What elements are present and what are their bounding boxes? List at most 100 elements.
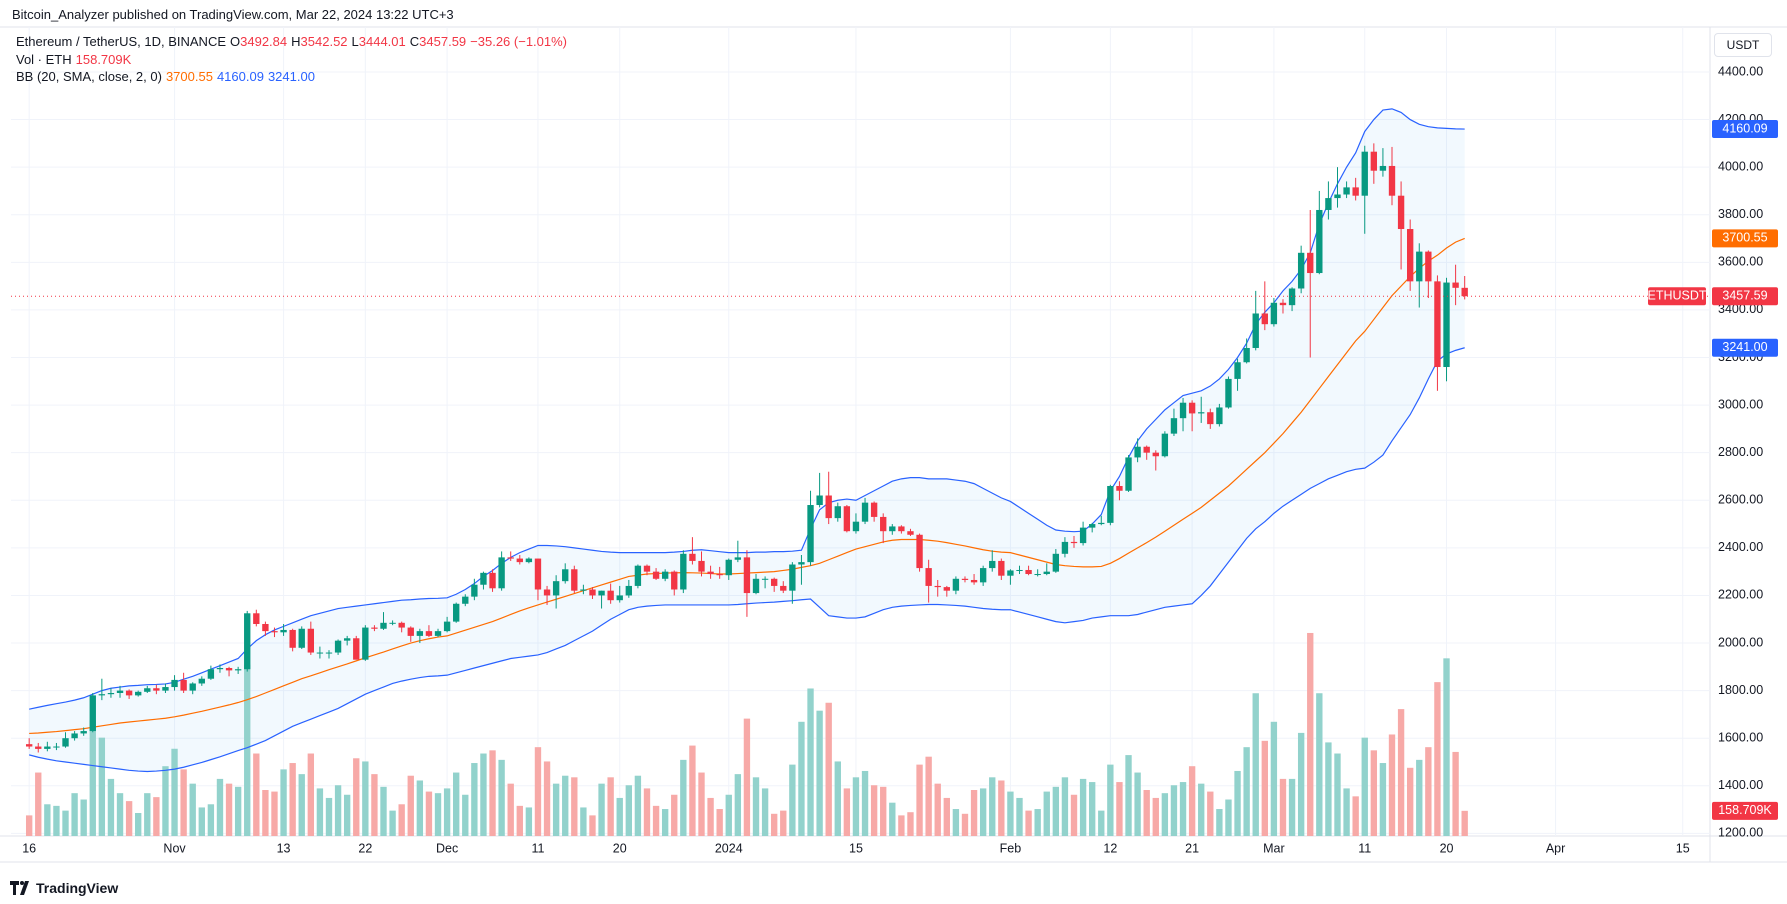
candle-body bbox=[961, 578, 969, 580]
candle-body bbox=[334, 640, 342, 653]
volume-bar bbox=[716, 809, 723, 836]
volume-bar bbox=[1406, 767, 1414, 836]
volume-bar bbox=[1152, 797, 1159, 836]
candle-body bbox=[725, 559, 732, 576]
candle-body bbox=[1261, 313, 1268, 325]
volume-bar bbox=[389, 810, 396, 836]
candle-body bbox=[789, 564, 796, 591]
candle-body bbox=[543, 589, 551, 596]
candle-body bbox=[489, 572, 496, 589]
volume-bar bbox=[189, 783, 196, 836]
candle-body bbox=[634, 565, 642, 586]
candle-body bbox=[53, 746, 60, 748]
candle-body bbox=[1216, 407, 1223, 425]
symbol-tag-bg bbox=[1648, 287, 1706, 306]
candle-body bbox=[280, 629, 287, 633]
volume-bar bbox=[1352, 796, 1359, 836]
candle-body bbox=[680, 553, 687, 590]
volume-bar bbox=[552, 783, 560, 836]
candle-body bbox=[880, 516, 887, 532]
indicator-name: BB (20, SMA, close, 2, 0) bbox=[16, 69, 162, 84]
candle-body bbox=[425, 631, 433, 636]
candle-body bbox=[698, 560, 705, 572]
volume-bar bbox=[543, 761, 551, 836]
symbol-tag: ETHUSDT bbox=[1647, 289, 1706, 303]
candle-body bbox=[289, 629, 296, 648]
candle-body bbox=[480, 572, 487, 585]
candle-body bbox=[979, 568, 987, 583]
volume-bar bbox=[1052, 786, 1060, 836]
band-tag: 4160.09 bbox=[1722, 121, 1767, 135]
candle-body bbox=[1061, 541, 1069, 554]
candle-body bbox=[262, 623, 269, 632]
volume-bar bbox=[1007, 791, 1014, 836]
volume-bar bbox=[707, 797, 714, 836]
volume-bar bbox=[71, 793, 78, 836]
volume-bar bbox=[144, 793, 151, 836]
candle-body bbox=[398, 622, 405, 628]
volume-bar bbox=[371, 774, 378, 836]
candle-body bbox=[80, 731, 87, 734]
candle-body bbox=[171, 679, 178, 688]
volume-bar bbox=[1270, 721, 1278, 836]
candle-body bbox=[1452, 282, 1459, 288]
candle-body bbox=[1179, 402, 1187, 419]
ohlc-key: H bbox=[291, 34, 301, 49]
candle-body bbox=[389, 622, 396, 624]
volume-bar bbox=[761, 788, 769, 836]
volume-bar bbox=[780, 810, 787, 836]
volume-bar bbox=[125, 801, 133, 836]
candle-body bbox=[1116, 485, 1123, 491]
logo-text: TradingView bbox=[36, 880, 119, 896]
x-tick-label: 15 bbox=[1676, 841, 1690, 855]
candle-body bbox=[125, 690, 133, 696]
candle-body bbox=[353, 638, 360, 660]
volume-bar bbox=[680, 759, 687, 836]
volume-bar bbox=[625, 785, 632, 836]
volume-bar bbox=[925, 756, 932, 836]
ohlc-value: 3542.52 bbox=[300, 34, 348, 49]
volume-bar bbox=[534, 747, 542, 836]
indicator-value: 4160.09 bbox=[216, 69, 264, 84]
band-tag-bg bbox=[1712, 120, 1778, 139]
candle-body bbox=[952, 578, 960, 591]
volume-bar bbox=[1461, 810, 1468, 836]
legend-row: BB (20, SMA, close, 2, 0) 3700.55 4160.09 3… bbox=[16, 68, 571, 86]
volume-bar bbox=[1370, 750, 1378, 836]
currency-button[interactable]: USDT bbox=[1714, 33, 1772, 57]
candle-body bbox=[1016, 569, 1023, 571]
candle-body bbox=[743, 557, 751, 594]
volume-bar bbox=[380, 786, 387, 836]
candle-body bbox=[1170, 418, 1178, 434]
volume-bar bbox=[1179, 782, 1187, 836]
volume-bar bbox=[516, 805, 523, 836]
volume-bar bbox=[580, 807, 587, 836]
volume-bar bbox=[98, 737, 106, 836]
candle-body bbox=[689, 553, 696, 561]
volume-bar bbox=[416, 780, 424, 836]
volume-bar bbox=[1325, 742, 1332, 836]
candle-body bbox=[1288, 288, 1296, 306]
candle-body bbox=[1225, 378, 1232, 408]
volume-bar bbox=[880, 786, 887, 836]
candle-body bbox=[1007, 570, 1014, 576]
x-tick-label: 15 bbox=[849, 841, 863, 855]
volume-bar bbox=[171, 748, 178, 836]
volume-bar bbox=[271, 791, 278, 836]
candle-body bbox=[1025, 569, 1032, 575]
candle-body bbox=[25, 744, 33, 747]
volume-bar bbox=[752, 777, 760, 836]
volume-bar bbox=[952, 809, 960, 836]
candle-body bbox=[1098, 522, 1105, 525]
candle-body bbox=[934, 585, 941, 588]
candle-body bbox=[1370, 151, 1378, 171]
legend-row: Vol · ETH 158.709K bbox=[16, 51, 571, 69]
candle-body bbox=[998, 560, 1005, 576]
volume-bar bbox=[661, 809, 669, 836]
x-tick-label: Feb bbox=[1000, 841, 1022, 855]
candle-body bbox=[970, 579, 978, 583]
volume-bar bbox=[1070, 794, 1078, 836]
candle-body bbox=[861, 502, 869, 522]
volume-bar bbox=[462, 794, 469, 836]
candle-body bbox=[907, 531, 914, 535]
